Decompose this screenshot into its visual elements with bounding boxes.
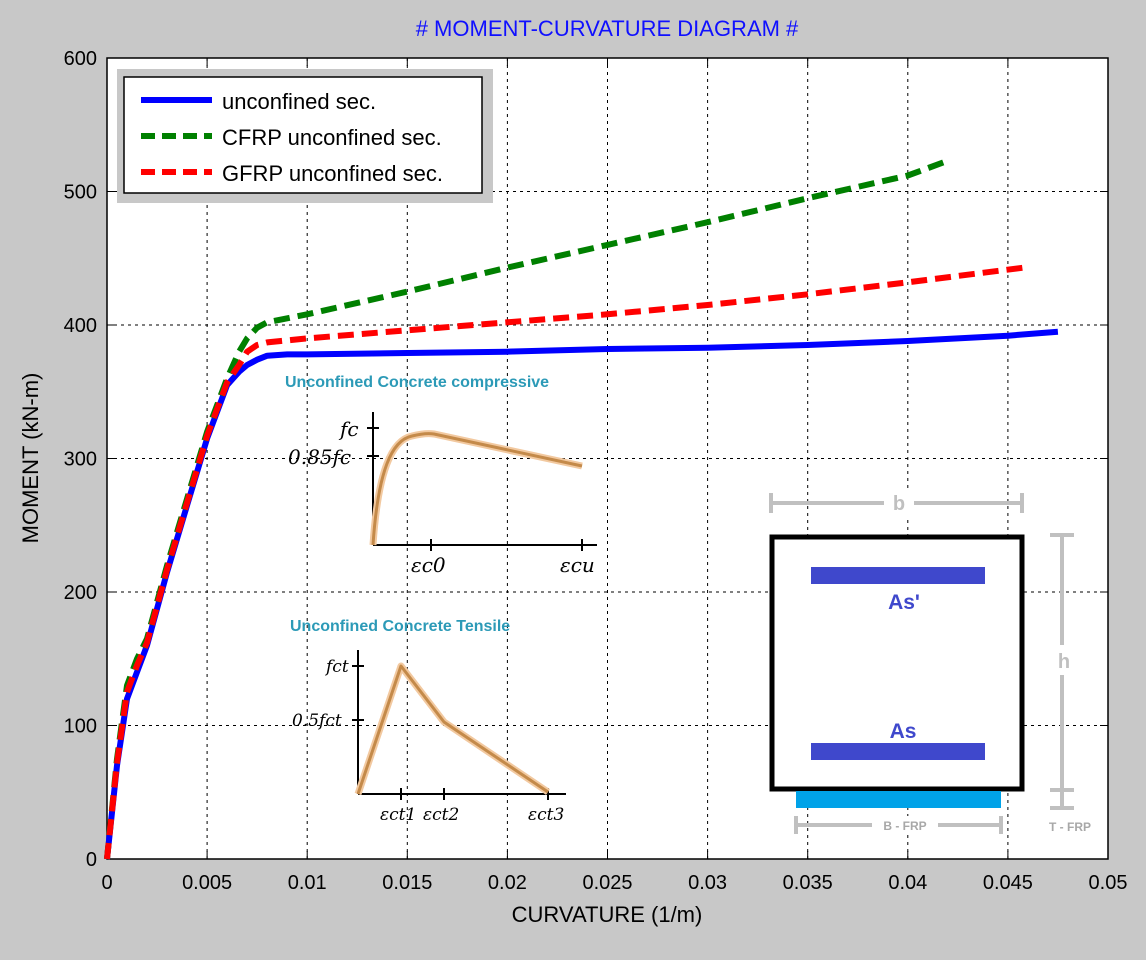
x-tick-label: 0.03 [688, 872, 727, 894]
y-tick-label: 300 [64, 449, 97, 471]
inset-tensile-05fct-label: 0.5fct [292, 711, 342, 731]
axis-ticks: 0 0.005 0.01 0.015 0.02 0.025 0.03 0.035 0.04 0.0… [64, 48, 1128, 894]
y-tick-label: 600 [64, 48, 97, 70]
legend-label-unconfined: unconfined sec. [222, 89, 376, 114]
legend: unconfined sec. CFRP unconfined sec. GFR… [117, 69, 493, 203]
series-group [104, 157, 1059, 860]
section-width-label: b [893, 493, 905, 515]
inset-tensile-title: Unconfined Concrete Tensile [290, 618, 510, 635]
x-tick-label: 0.005 [182, 872, 232, 894]
inset-compressive-ec0-label: εc0 [411, 553, 446, 577]
y-tick-label: 200 [64, 582, 97, 604]
legend-label-gfrp: GFRP unconfined sec. [222, 161, 443, 186]
inset-compressive-ecu-label: εcu [560, 553, 595, 577]
section-height-label: h [1058, 651, 1070, 673]
series-line-gfrp [104, 264, 1025, 860]
x-tick-label: 0.025 [582, 872, 632, 894]
y-tick-label: 500 [64, 182, 97, 204]
series-line-cfrp [104, 157, 949, 860]
section-height-label-bg [1052, 645, 1074, 675]
y-tick-label: 400 [64, 315, 97, 337]
inset-tensile-ect1-label: εct1 [380, 805, 416, 825]
y-tick-label: 100 [64, 716, 97, 738]
inset-compressive-curve [371, 432, 583, 546]
section-sketch: b As' As h T - FRP B - FRP [769, 490, 1091, 834]
frp-thickness-label: T - FRP [1049, 820, 1091, 834]
inset-compressive-085fc-label: 0.85fc [288, 445, 351, 469]
inset-compressive: Unconfined Concrete compressive fc 0.85f… [285, 374, 597, 577]
inset-tensile-fct-label: fct [324, 657, 349, 677]
inset-tensile-curve [356, 664, 549, 795]
frp-strip [796, 791, 1001, 808]
inset-compressive-fc-label: fc [338, 417, 359, 441]
frp-width-label-bg [872, 816, 938, 834]
inset-tensile-ect2-label: εct2 [423, 805, 459, 825]
x-tick-label: 0.01 [288, 872, 327, 894]
series-line-unconfined [104, 328, 1059, 860]
x-tick-label: 0.045 [983, 872, 1033, 894]
inset-tensile: Unconfined Concrete Tensile fct 0.5fct ε… [290, 618, 566, 825]
x-tick-label: 0.015 [382, 872, 432, 894]
x-tick-label: 0.04 [888, 872, 927, 894]
rebar-top-label: As' [888, 591, 920, 614]
x-tick-label: 0.02 [488, 872, 527, 894]
rebar-bottom [811, 743, 985, 760]
rebar-bottom-label: As [890, 720, 917, 743]
y-tick-label: 0 [86, 849, 97, 871]
rebar-top [811, 567, 985, 584]
chart-title: # MOMENT-CURVATURE DIAGRAM # [416, 16, 799, 41]
legend-label-cfrp: CFRP unconfined sec. [222, 125, 442, 150]
inset-compressive-title: Unconfined Concrete compressive [285, 374, 549, 391]
section-width-label-bg [884, 490, 914, 516]
x-tick-label: 0.05 [1089, 872, 1128, 894]
x-axis-label: CURVATURE (1/m) [512, 902, 703, 927]
x-tick-label: 0 [101, 872, 112, 894]
y-axis-label: MOMENT (kN-m) [18, 373, 43, 544]
x-tick-label: 0.035 [783, 872, 833, 894]
frp-width-label: B - FRP [883, 819, 926, 833]
inset-tensile-ect3-label: εct3 [528, 805, 564, 825]
